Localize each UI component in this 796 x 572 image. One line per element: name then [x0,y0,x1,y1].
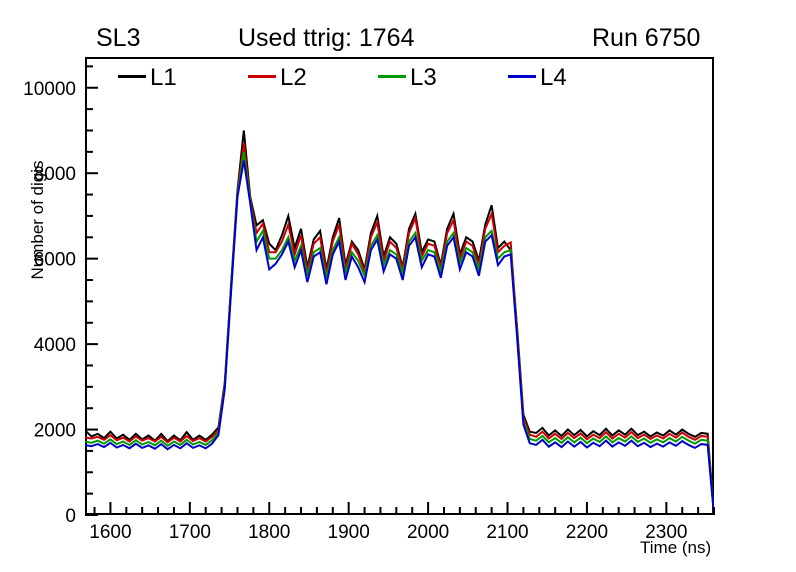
legend-swatch-l2 [248,75,276,79]
x-tick-label: 1700 [169,522,211,543]
plot-frame [85,57,714,515]
x-tick-label: 2200 [566,522,608,543]
series-line-l3 [85,152,714,515]
x-tick-label: 1600 [89,522,131,543]
series-line-l4 [85,160,714,515]
legend-label-l4: L4 [540,64,567,91]
x-tick-label: 1800 [248,522,290,543]
legend-swatch-l1 [118,75,146,79]
legend-label-l1: L1 [150,64,177,91]
series-line-l2 [85,143,714,515]
x-tick-label: 2000 [407,522,449,543]
legend-entry-l2[interactable]: L2 [248,64,307,92]
legend-entry-l4[interactable]: L4 [508,64,567,92]
legend-label-l3: L3 [410,64,437,91]
legend-swatch-l3 [378,75,406,79]
run-number-label: Run 6750 [592,24,701,52]
y-tick-label: 4000 [34,335,76,356]
y-tick-label: 0 [65,506,76,527]
y-tick-label: 10000 [23,79,76,100]
legend-entry-l3[interactable]: L3 [378,64,437,92]
y-tick-label: 2000 [34,421,76,442]
x-tick-label: 2100 [486,522,528,543]
legend-entry-l1[interactable]: L1 [118,64,177,92]
legend-label-l2: L2 [280,64,307,91]
x-tick-label: 1900 [328,522,370,543]
legend-swatch-l4 [508,75,536,79]
series-line-l1 [85,130,714,515]
superlayer-label: SL3 [96,24,141,52]
data-lines-layer [85,57,714,515]
ttrig-label: Used ttrig: 1764 [238,24,415,52]
y-axis-title: Number of digis [28,160,47,280]
x-axis-title: Time (ns) [640,538,712,557]
